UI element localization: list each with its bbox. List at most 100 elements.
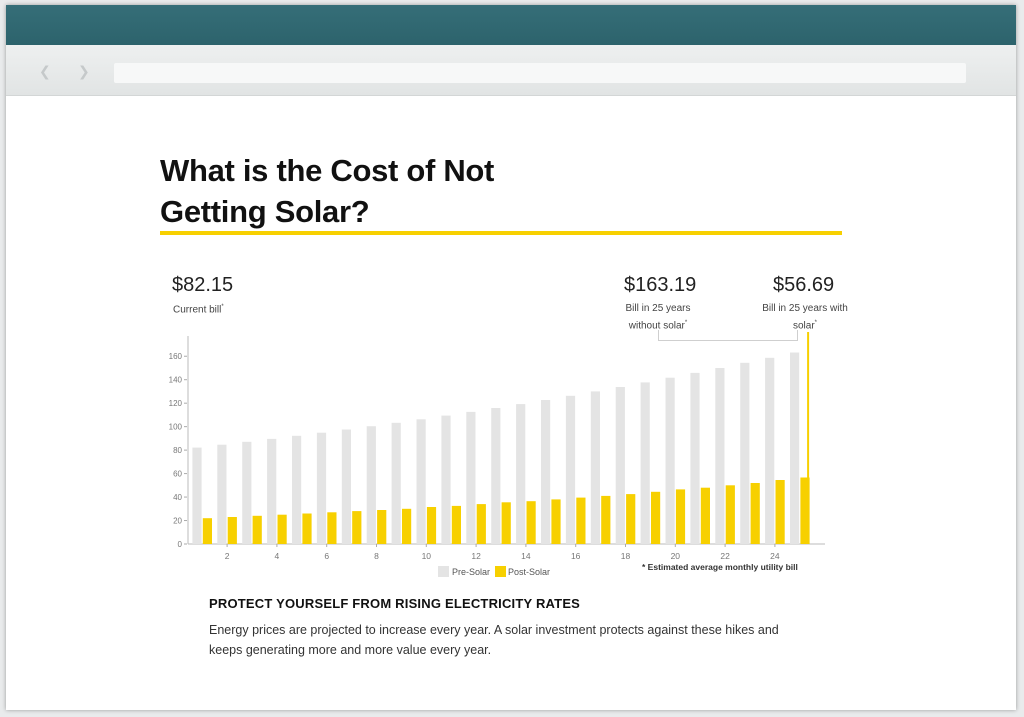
bar-post-solar <box>202 518 212 544</box>
bar-pre-solar <box>590 391 600 544</box>
bar-pre-solar <box>192 447 202 544</box>
legend-swatch-pre-solar <box>438 566 449 577</box>
with-solar-asterisk: * <box>814 320 818 326</box>
current-bill-label: Current bill* <box>173 300 224 317</box>
window-dot-green[interactable] <box>38 17 50 29</box>
bar-pre-solar <box>316 432 327 544</box>
bar-post-solar <box>675 489 686 544</box>
without-solar-label-line1: Bill in 25 years <box>625 303 691 314</box>
bar-pre-solar <box>391 422 401 544</box>
bar-post-solar <box>402 508 412 544</box>
bar-post-solar <box>377 510 387 544</box>
x-tick-label: 12 <box>471 551 481 560</box>
bar-pre-solar <box>292 435 302 544</box>
bar-pre-solar <box>516 404 526 544</box>
bar-post-solar <box>252 515 262 544</box>
without-solar-label: Bill in 25 years without solar* <box>623 302 693 333</box>
bar-post-solar <box>651 491 661 544</box>
bar-post-solar <box>426 507 437 544</box>
legend-swatch-post-solar <box>495 566 506 577</box>
page-content <box>6 96 1016 710</box>
y-tick-label: 20 <box>173 517 182 526</box>
legend-label-pre-solar: Pre-Solar <box>452 567 491 577</box>
bar-post-solar <box>476 504 486 544</box>
bar-pre-solar <box>615 387 625 544</box>
page-title-line1: What is the Cost of Not <box>160 153 495 188</box>
chart-footnote: * Estimated average monthly utility bill <box>642 562 798 572</box>
without-solar-label-line2: without solar <box>628 320 685 332</box>
bar-post-solar <box>700 487 710 544</box>
y-tick-label: 80 <box>173 446 182 455</box>
chevron-right-icon[interactable]: ❯ <box>78 63 90 79</box>
bar-pre-solar <box>565 395 576 544</box>
section-body: Energy prices are projected to increase … <box>209 623 779 657</box>
bar-pre-solar <box>491 408 501 544</box>
bar-pre-solar <box>765 357 775 544</box>
bar-pre-solar <box>541 400 551 544</box>
bar-pre-solar <box>466 411 476 544</box>
x-tick-label: 22 <box>720 551 730 560</box>
bar-pre-solar <box>441 415 451 544</box>
y-tick-label: 100 <box>169 423 183 432</box>
current-bill-label-text: Current bill <box>173 304 222 316</box>
x-tick-label: 20 <box>671 551 681 560</box>
y-tick-label: 40 <box>173 493 182 502</box>
chevron-left-icon[interactable]: ❮ <box>39 63 51 79</box>
x-tick-label: 10 <box>422 551 432 560</box>
bar-pre-solar <box>366 426 376 544</box>
browser-toolbar: ❮ ❯ <box>6 45 1016 96</box>
with-solar-label: Bill in 25 years with solar* <box>757 302 853 333</box>
page-title-line2: Getting Solar? <box>160 194 370 229</box>
current-bill-asterisk: * <box>221 304 224 310</box>
address-bar[interactable] <box>114 63 966 83</box>
with-solar-label-line2: solar <box>792 320 815 332</box>
bar-pre-solar <box>690 372 700 544</box>
bar-post-solar <box>576 497 586 544</box>
x-tick-label: 6 <box>324 551 329 560</box>
x-tick-label: 8 <box>374 551 379 560</box>
window-dot-red[interactable] <box>74 17 86 29</box>
without-solar-callout-line <box>658 330 798 341</box>
x-tick-label: 24 <box>770 551 780 560</box>
with-solar-value: $56.69 <box>773 274 835 296</box>
y-tick-label: 120 <box>169 399 183 408</box>
y-tick-label: 60 <box>173 470 182 479</box>
x-tick-label: 2 <box>225 551 230 560</box>
bar-post-solar <box>551 499 561 544</box>
bar-pre-solar <box>242 441 252 544</box>
bar-post-solar <box>277 514 287 544</box>
window-dot-yellow[interactable] <box>56 17 68 29</box>
bar-post-solar <box>601 495 611 544</box>
with-solar-label-line1: Bill in 25 years with <box>762 303 848 314</box>
y-tick-label: 0 <box>178 540 183 549</box>
bar-post-solar <box>725 485 735 544</box>
title-bar <box>6 5 1016 45</box>
bar-post-solar <box>302 513 312 544</box>
title-underline <box>160 231 842 235</box>
bar-post-solar <box>501 502 511 544</box>
bar-pre-solar <box>341 429 351 544</box>
bar-post-solar <box>227 517 237 544</box>
without-solar-value: $163.19 <box>624 274 697 296</box>
section-heading: PROTECT YOURSELF FROM RISING ELECTRICITY… <box>209 596 581 611</box>
bar-pre-solar <box>715 368 725 544</box>
x-tick-label: 16 <box>571 551 581 560</box>
bar-pre-solar <box>740 362 750 544</box>
current-bill-value: $82.15 <box>172 274 234 296</box>
bar-pre-solar <box>790 352 800 544</box>
bar-post-solar <box>327 512 337 544</box>
bar-pre-solar <box>217 444 227 544</box>
bar-pre-solar <box>640 382 650 544</box>
bar-post-solar <box>775 480 785 544</box>
x-tick-label: 18 <box>621 551 631 560</box>
bar-post-solar <box>800 477 810 544</box>
bar-pre-solar <box>665 377 675 544</box>
bar-post-solar <box>750 483 760 544</box>
bar-post-solar <box>451 505 461 544</box>
page-title: What is the Cost of Not Getting Solar? <box>160 150 680 232</box>
bar-post-solar <box>626 494 636 544</box>
legend-label-post-solar: Post-Solar <box>508 567 551 577</box>
bar-pre-solar <box>267 438 277 544</box>
x-tick-label: 14 <box>521 551 531 560</box>
